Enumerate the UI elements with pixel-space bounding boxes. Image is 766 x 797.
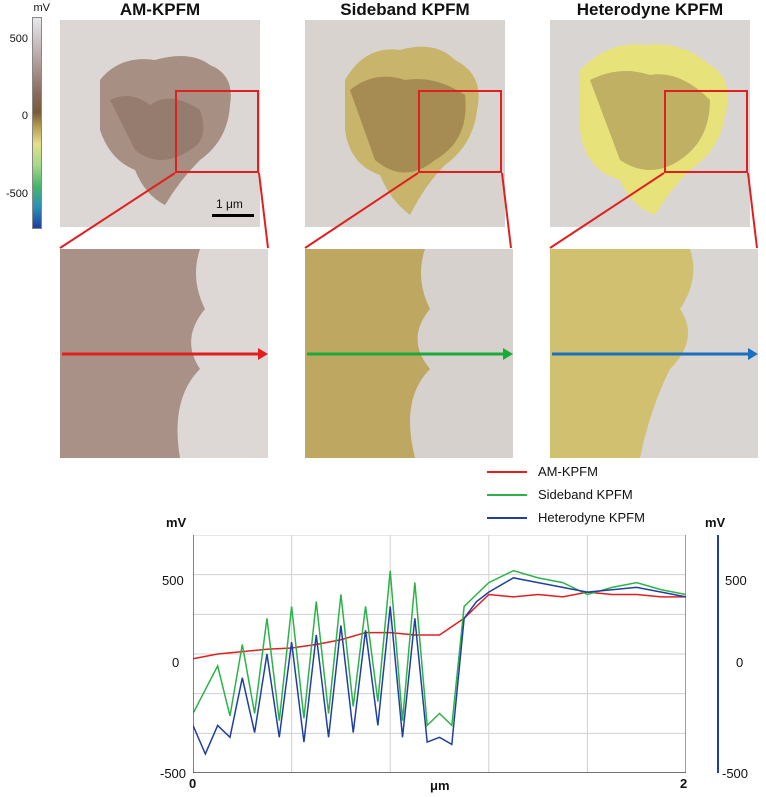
legend-label-heterodyne: Heterodyne KPFM xyxy=(538,510,645,525)
y-axis-left-unit: mV xyxy=(166,515,187,530)
am-kpfm-zoom-image xyxy=(60,249,268,458)
sideband-kpfm-overview-image xyxy=(305,20,505,227)
y-tick-right-500: 500 xyxy=(725,573,747,588)
title-heterodyne-kpfm: Heterodyne KPFM xyxy=(576,0,724,19)
heterodyne-kpfm-zoom-image xyxy=(550,249,758,458)
colorbar-tick-0: 0 xyxy=(21,110,28,122)
y-axis-right-blue xyxy=(717,535,719,773)
y-tick-left-0: 0 xyxy=(172,655,180,670)
legend-label-am: AM-KPFM xyxy=(538,464,598,479)
colorbar-tick-minus500: -500 xyxy=(5,188,28,200)
zoom-connector-lines xyxy=(59,172,758,249)
chart-legend xyxy=(487,471,527,519)
scalebar-label: 1 μm xyxy=(216,197,243,211)
y-tick-left-500: 500 xyxy=(162,573,184,588)
colorbar-unit: mV xyxy=(33,2,51,14)
chart-grid xyxy=(193,535,686,773)
series-line-2 xyxy=(193,577,686,756)
y-axis-right-unit: mV xyxy=(705,515,726,530)
y-tick-left-minus500: -500 xyxy=(160,766,187,781)
chart-series xyxy=(193,569,686,756)
x-axis-unit: μm xyxy=(430,778,450,793)
title-am-kpfm: AM-KPFM xyxy=(119,0,201,19)
heterodyne-kpfm-roi xyxy=(664,90,748,173)
am-kpfm-roi xyxy=(175,90,259,173)
series-line-1 xyxy=(193,569,686,728)
sideband-kpfm-zoom-image xyxy=(305,249,513,458)
am-kpfm-overview-image xyxy=(60,20,260,227)
y-tick-right-0: 0 xyxy=(736,655,744,670)
scalebar-line xyxy=(212,214,254,217)
heterodyne-kpfm-overview-image xyxy=(550,20,750,227)
sideband-kpfm-roi xyxy=(418,90,502,173)
colorbar xyxy=(32,17,42,229)
series-line-0 xyxy=(193,591,686,660)
title-sideband-kpfm: Sideband KPFM xyxy=(340,0,470,19)
x-tick-2: 2 xyxy=(680,776,688,791)
line-chart xyxy=(193,535,686,773)
legend-label-sideband: Sideband KPFM xyxy=(538,487,633,502)
colorbar-tick-500: 500 xyxy=(9,33,28,45)
x-tick-0: 0 xyxy=(189,776,197,791)
y-tick-right-minus500: -500 xyxy=(722,766,749,781)
